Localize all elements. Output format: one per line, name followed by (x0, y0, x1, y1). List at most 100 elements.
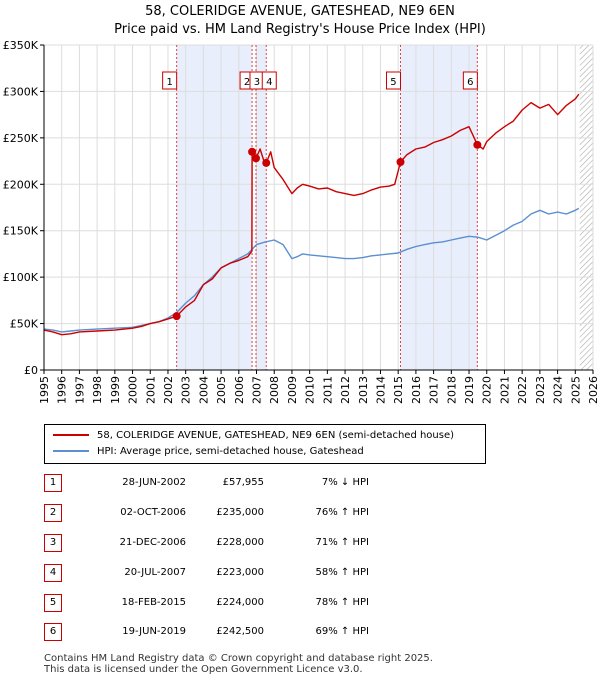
y-tick-label: £350K (3, 39, 39, 52)
legend-label-hpi: HPI: Average price, semi-detached house,… (97, 446, 364, 457)
x-tick-label: 2004 (197, 376, 210, 404)
x-tick-label: 2007 (251, 376, 264, 404)
footer-licence: This data is licensed under the Open Gov… (44, 664, 363, 675)
x-tick-label: 2012 (339, 376, 352, 404)
x-tick-label: 2013 (357, 376, 370, 404)
x-tick-label: 2011 (321, 376, 334, 404)
series-layer (43, 93, 580, 336)
x-tick-label: 2023 (534, 376, 547, 404)
sale-price: £235,000 (216, 507, 264, 518)
x-tick-label: 2014 (374, 376, 387, 404)
x-tick-label: 2025 (569, 376, 582, 404)
sale-date: 28-JUN-2002 (122, 477, 186, 488)
sale-number-badge: 5 (44, 594, 62, 612)
legend-swatch-red (53, 434, 89, 436)
sale-date: 21-DEC-2006 (119, 537, 186, 548)
plot-background (44, 45, 593, 370)
sale-price: £224,000 (216, 597, 264, 608)
sale-label-frame (462, 71, 478, 90)
x-tick-label: 2006 (233, 376, 246, 404)
x-tick-label: 2022 (516, 376, 529, 404)
sale-price: £223,000 (216, 567, 264, 578)
x-tick-label: 1998 (91, 376, 104, 404)
sale-label-number: 6 (467, 77, 473, 88)
x-tick-label: 1999 (109, 376, 122, 404)
x-tick-label: 1996 (56, 376, 69, 404)
sale-label-box: 1 (162, 71, 178, 90)
sale-hpi-diff: 71% ↑ HPI (315, 537, 369, 548)
sale-label-box: 4 (261, 71, 277, 90)
chart-subtitle: Price paid vs. HM Land Registry's House … (114, 22, 486, 37)
sale-number-badge: 4 (44, 564, 62, 582)
grid-layer (43, 44, 594, 371)
shaded-period (176, 45, 253, 370)
sale-date: 20-JUL-2007 (124, 567, 186, 578)
sale-label-number: 2 (244, 77, 250, 88)
legend: 58, COLERIDGE AVENUE, GATESHEAD, NE9 6EN… (44, 424, 486, 464)
x-tick-label: 2018 (445, 376, 458, 404)
sale-label-frame (162, 71, 178, 90)
sale-point (262, 158, 271, 167)
y-tick-label: £200K (3, 178, 39, 191)
x-tick-label: 2017 (428, 376, 441, 404)
sale-date: 02-OCT-2006 (120, 507, 186, 518)
sale-hpi-diff: 76% ↑ HPI (315, 507, 369, 518)
sale-hpi-diff: 78% ↑ HPI (315, 597, 369, 608)
sale-hpi-diff: 69% ↑ HPI (315, 626, 369, 637)
x-tick-label: 2008 (268, 376, 281, 404)
y-tick-label: £250K (3, 132, 39, 145)
sale-price: £242,500 (216, 626, 264, 637)
sale-point (473, 140, 482, 149)
x-tick-label: 2005 (215, 376, 228, 404)
x-tick-label: 2020 (481, 376, 494, 404)
x-tick-label: 2003 (180, 376, 193, 404)
sale-label-number: 5 (390, 77, 396, 88)
forecast-hatch (579, 45, 593, 370)
legend-swatch-blue (53, 450, 89, 452)
sale-point (251, 154, 260, 163)
sale-label-number: 1 (166, 77, 172, 88)
sale-label-frame (261, 71, 277, 90)
x-tick-label: 2026 (587, 376, 600, 404)
x-tick-label: 2010 (304, 376, 317, 404)
footer-copyright: Contains HM Land Registry data © Crown c… (44, 653, 433, 664)
sale-price: £228,000 (216, 537, 264, 548)
y-tick-label: £100K (3, 271, 39, 284)
legend-item-hpi: HPI: Average price, semi-detached house,… (53, 445, 364, 459)
sale-label-frame (385, 71, 401, 90)
y-tick-label: £150K (3, 225, 39, 238)
sale-number-badge: 1 (44, 474, 62, 492)
axis-layer: £0 £50K £100K £150K £200K £250K £300K £350K 1995… (3, 39, 600, 404)
sale-point (248, 147, 257, 156)
x-tick-label: 2002 (162, 376, 175, 404)
x-tick-label: 1997 (73, 376, 86, 404)
sale-number-badge: 3 (44, 534, 62, 552)
sale-number-badge: 6 (44, 623, 62, 641)
sale-point (396, 158, 405, 166)
sale-number-badge: 2 (44, 504, 62, 522)
shade-layer (44, 45, 593, 370)
shaded-period (255, 45, 267, 370)
x-tick-label: 2019 (463, 376, 476, 404)
legend-label-property: 58, COLERIDGE AVENUE, GATESHEAD, NE9 6EN… (97, 430, 455, 441)
sale-date: 18-FEB-2015 (121, 597, 186, 608)
x-tick-label: 2001 (144, 376, 157, 404)
sale-label-box: 6 (462, 71, 478, 90)
x-tick-label: 2016 (410, 376, 423, 404)
sale-hpi-diff: 58% ↑ HPI (315, 567, 369, 578)
x-tick-label: 2024 (552, 376, 565, 404)
sale-date: 19-JUN-2019 (122, 626, 186, 637)
x-tick-label: 2015 (392, 376, 405, 404)
sale-label-number: 3 (254, 77, 260, 88)
x-tick-label: 1995 (38, 376, 51, 404)
chart-title-address: 58, COLERIDGE AVENUE, GATESHEAD, NE9 6EN (145, 4, 455, 19)
y-tick-label: £300K (3, 85, 39, 98)
y-tick-label: £50K (10, 318, 39, 331)
sale-hpi-diff: 7% ↓ HPI (321, 477, 369, 488)
price-paid-line (43, 93, 580, 336)
sale-price: £57,955 (222, 477, 264, 488)
x-tick-label: 2009 (286, 376, 299, 404)
y-tick-label: £0 (24, 364, 38, 377)
